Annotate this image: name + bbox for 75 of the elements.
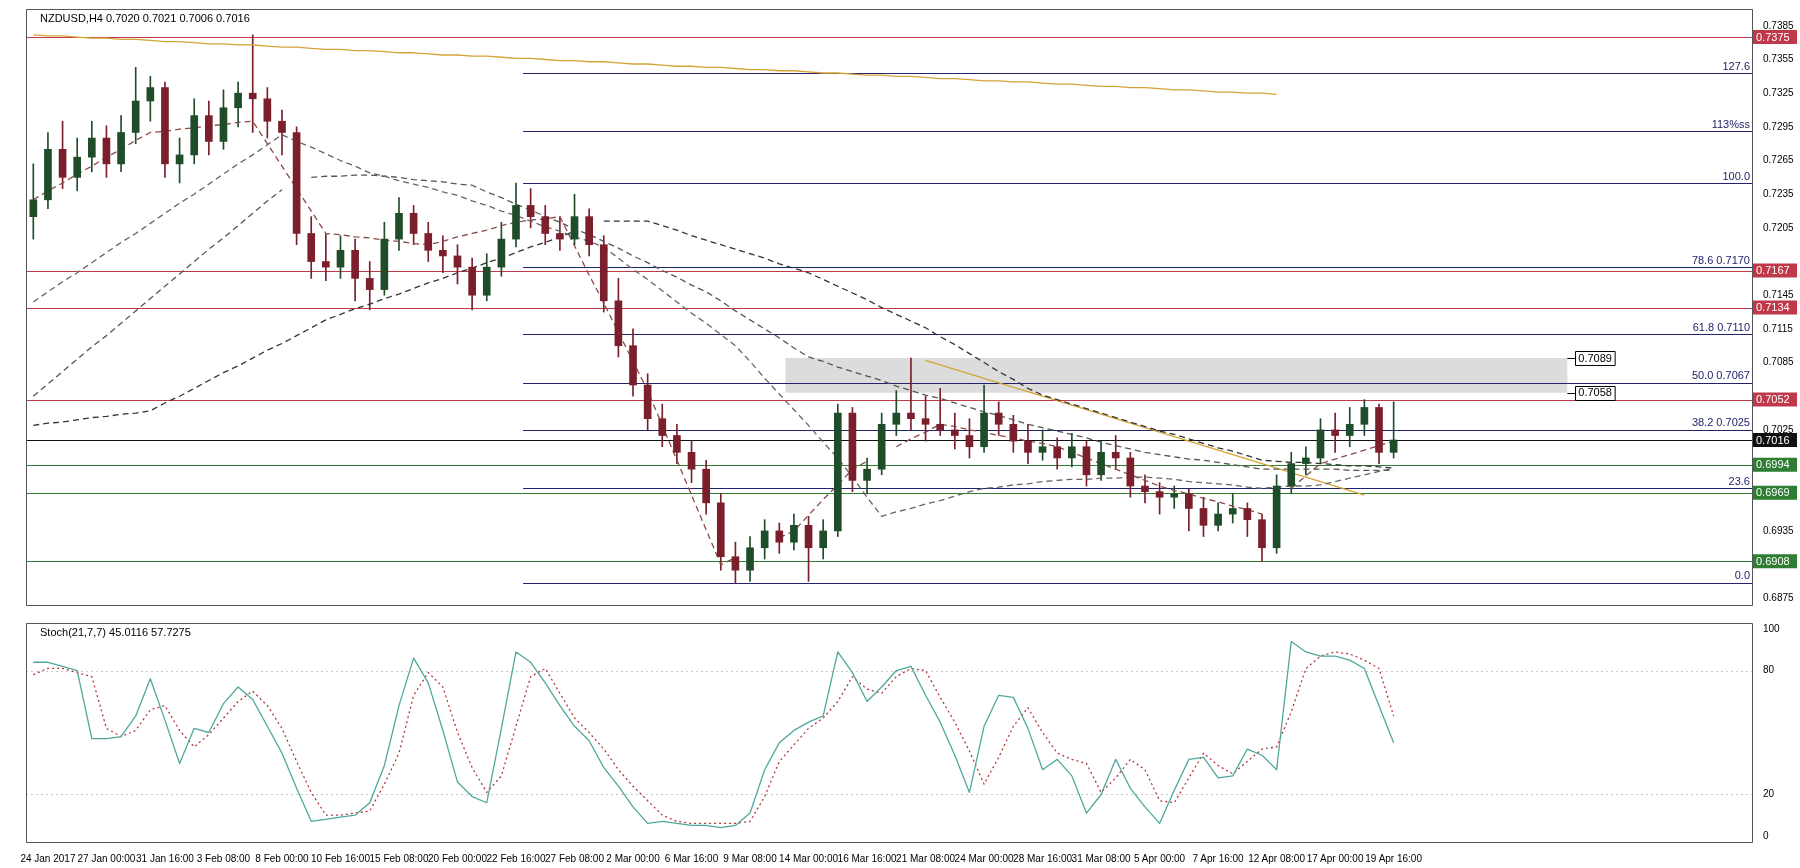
y-tick-label: 0 xyxy=(1763,829,1769,841)
annotation: 38.2 0.7025 xyxy=(1691,416,1750,429)
x-tick-label: 19 Apr 16:00 xyxy=(1365,852,1423,864)
y-tick-label: 0.7325 xyxy=(1763,86,1795,98)
annotation: 50.0 0.7067 xyxy=(1691,369,1750,382)
y-tick-label: 0.7145 xyxy=(1763,288,1795,300)
ref-line-label: 0.6994 xyxy=(1756,458,1790,471)
x-tick-label: 27 Jan 00:00 xyxy=(77,852,136,864)
x-tick-label: 24 Jan 2017 xyxy=(20,852,76,864)
chart-title: Stoch(21,7,7) 45.0116 57.7275 xyxy=(40,625,191,638)
x-tick-label: 8 Feb 00:00 xyxy=(255,852,310,864)
ref-line-label: 0.7134 xyxy=(1756,301,1790,314)
x-tick-label: 31 Jan 16:00 xyxy=(136,852,195,864)
ref-line-label: 0.7052 xyxy=(1756,393,1790,406)
candlestick xyxy=(1111,435,1120,470)
annotation: 0.7089 xyxy=(1578,351,1612,364)
candlestick xyxy=(556,216,564,251)
y-tick-label: 0.6875 xyxy=(1763,592,1795,604)
y-tick-label: 100 xyxy=(1763,622,1781,634)
x-tick-label: 5 Apr 00:00 xyxy=(1134,852,1186,864)
annotation: 127.6 xyxy=(1722,59,1750,72)
x-tick-label: 7 Apr 16:00 xyxy=(1192,852,1245,864)
x-tick-label: 3 Feb 08:00 xyxy=(196,852,251,864)
candlestick xyxy=(1170,485,1179,509)
candlestick xyxy=(439,235,447,274)
y-tick-label: 0.7205 xyxy=(1763,221,1795,233)
annotation: 100.0 xyxy=(1722,169,1750,182)
y-tick-label: 0.7085 xyxy=(1763,356,1795,368)
x-tick-label: 10 Feb 16:00 xyxy=(311,852,371,864)
annotation: 0.7058 xyxy=(1578,386,1612,399)
ref-line-label: 0.7375 xyxy=(1756,30,1790,43)
chart-title: NZDUSD,H4 0.7020 0.7021 0.7006 0.7016 xyxy=(40,11,250,24)
y-tick-label: 0.7355 xyxy=(1763,53,1795,65)
y-tick-label: 0.7295 xyxy=(1763,120,1795,132)
candlestick xyxy=(1331,412,1339,453)
annotation: 0.0 xyxy=(1734,569,1750,582)
y-tick-label: 0.7385 xyxy=(1763,19,1795,31)
annotation: 61.8 0.7110 xyxy=(1692,321,1750,334)
x-tick-label: 27 Feb 08:00 xyxy=(545,852,605,864)
candlestick xyxy=(907,357,915,431)
y-tick-label: 0.7115 xyxy=(1763,322,1794,334)
candlestick xyxy=(29,163,38,240)
x-tick-label: 2 Mar 00:00 xyxy=(606,852,661,864)
x-tick-label: 16 Mar 16:00 xyxy=(837,852,897,864)
x-tick-label: 12 Apr 08:00 xyxy=(1248,852,1306,864)
ref-line-label: 0.6908 xyxy=(1756,554,1790,567)
x-tick-label: 24 Mar 00:00 xyxy=(954,852,1014,864)
candlestick xyxy=(322,233,330,281)
ref-line-label: 0.7016 xyxy=(1756,433,1790,446)
annotation: 78.6 0.7170 xyxy=(1691,253,1750,266)
y-tick-label: 0.7265 xyxy=(1763,154,1795,166)
x-tick-label: 15 Feb 08:00 xyxy=(369,852,429,864)
candlestick xyxy=(950,412,959,450)
candlestick xyxy=(1141,474,1149,504)
x-tick-label: 17 Apr 00:00 xyxy=(1306,852,1364,864)
y-tick-label: 0.7025 xyxy=(1763,423,1795,435)
candlestick xyxy=(1302,446,1310,476)
x-tick-label: 20 Feb 00:00 xyxy=(428,852,488,864)
x-tick-label: 9 Mar 08:00 xyxy=(723,852,778,864)
candlestick xyxy=(248,34,257,133)
candlestick xyxy=(936,388,945,436)
x-tick-label: 28 Mar 16:00 xyxy=(1013,852,1073,864)
annotation: 113%ss xyxy=(1711,117,1751,130)
y-tick-label: 0.7235 xyxy=(1763,187,1795,199)
ref-line-label: 0.7167 xyxy=(1756,264,1790,277)
annotation: 23.6 xyxy=(1728,474,1750,487)
y-tick-label: 80 xyxy=(1763,664,1775,676)
x-tick-label: 31 Mar 08:00 xyxy=(1071,852,1131,864)
x-tick-label: 21 Mar 08:00 xyxy=(896,852,956,864)
x-tick-label: 6 Mar 16:00 xyxy=(664,852,719,864)
x-tick-label: 22 Feb 16:00 xyxy=(486,852,546,864)
x-tick-label: 14 Mar 00:00 xyxy=(779,852,839,864)
ref-line-label: 0.6969 xyxy=(1756,486,1790,499)
y-tick-label: 0.6935 xyxy=(1763,524,1795,536)
y-tick-label: 20 xyxy=(1763,788,1775,800)
